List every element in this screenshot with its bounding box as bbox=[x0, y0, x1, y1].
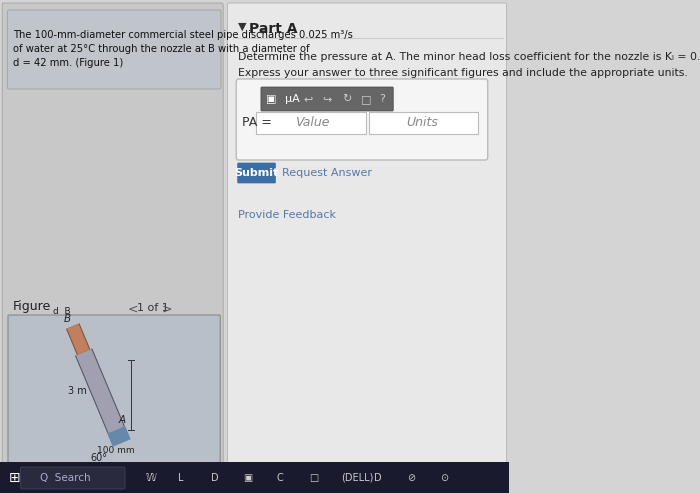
Text: L: L bbox=[178, 473, 183, 483]
Text: Figure: Figure bbox=[13, 300, 51, 313]
Text: 𝕎: 𝕎 bbox=[146, 473, 156, 483]
Text: ▣: ▣ bbox=[266, 94, 276, 104]
Text: The 100-mm-diameter commercial steel pipe discharges 0.025 m³/s
of water at 25°C: The 100-mm-diameter commercial steel pip… bbox=[13, 30, 353, 68]
FancyBboxPatch shape bbox=[238, 163, 276, 183]
FancyBboxPatch shape bbox=[20, 467, 125, 489]
Text: Value: Value bbox=[295, 116, 330, 130]
Text: (DELL): (DELL) bbox=[342, 473, 374, 483]
Text: B: B bbox=[64, 314, 71, 324]
Text: ▼: ▼ bbox=[239, 22, 247, 32]
Text: >: > bbox=[162, 303, 173, 316]
Text: 3 m: 3 m bbox=[68, 386, 87, 396]
Text: D: D bbox=[211, 473, 218, 483]
Text: Q  Search: Q Search bbox=[40, 473, 90, 483]
Text: D: D bbox=[374, 473, 382, 483]
Text: ?: ? bbox=[379, 94, 385, 104]
FancyBboxPatch shape bbox=[236, 79, 488, 160]
Text: Part A: Part A bbox=[248, 22, 297, 36]
Text: μA: μA bbox=[285, 94, 300, 104]
Text: □: □ bbox=[360, 94, 371, 104]
Bar bbox=[0, 462, 509, 493]
Text: Request Answer: Request Answer bbox=[282, 168, 372, 178]
FancyBboxPatch shape bbox=[2, 3, 223, 487]
Text: ↪: ↪ bbox=[323, 94, 332, 104]
Text: PA =: PA = bbox=[242, 116, 272, 130]
FancyBboxPatch shape bbox=[8, 315, 220, 479]
Text: Submit: Submit bbox=[234, 168, 279, 178]
Text: 100 mm: 100 mm bbox=[97, 446, 135, 455]
FancyBboxPatch shape bbox=[368, 112, 477, 134]
Text: ↩: ↩ bbox=[304, 94, 313, 104]
Text: ↻: ↻ bbox=[342, 94, 351, 104]
Text: Provide Feedback: Provide Feedback bbox=[239, 210, 337, 220]
Text: □: □ bbox=[309, 473, 318, 483]
Text: A: A bbox=[118, 415, 125, 425]
Text: Express your answer to three significant figures and include the appropriate uni: Express your answer to three significant… bbox=[239, 68, 688, 78]
Text: C: C bbox=[276, 473, 283, 483]
Text: <: < bbox=[127, 303, 138, 316]
FancyBboxPatch shape bbox=[256, 112, 366, 134]
Text: 60°: 60° bbox=[90, 453, 108, 463]
Text: 1 of 1: 1 of 1 bbox=[137, 303, 169, 313]
FancyBboxPatch shape bbox=[7, 10, 221, 89]
FancyBboxPatch shape bbox=[228, 3, 507, 487]
Text: ▣: ▣ bbox=[244, 473, 253, 483]
Text: ⊙: ⊙ bbox=[440, 473, 448, 483]
Text: ⊘: ⊘ bbox=[407, 473, 415, 483]
Text: Determine the pressure at A. The minor head loss coefficient for the nozzle is K: Determine the pressure at A. The minor h… bbox=[239, 52, 700, 62]
Text: d  B: d B bbox=[53, 307, 71, 316]
Text: ⊞: ⊞ bbox=[8, 471, 20, 485]
Text: Units: Units bbox=[407, 116, 438, 130]
FancyBboxPatch shape bbox=[261, 87, 393, 111]
